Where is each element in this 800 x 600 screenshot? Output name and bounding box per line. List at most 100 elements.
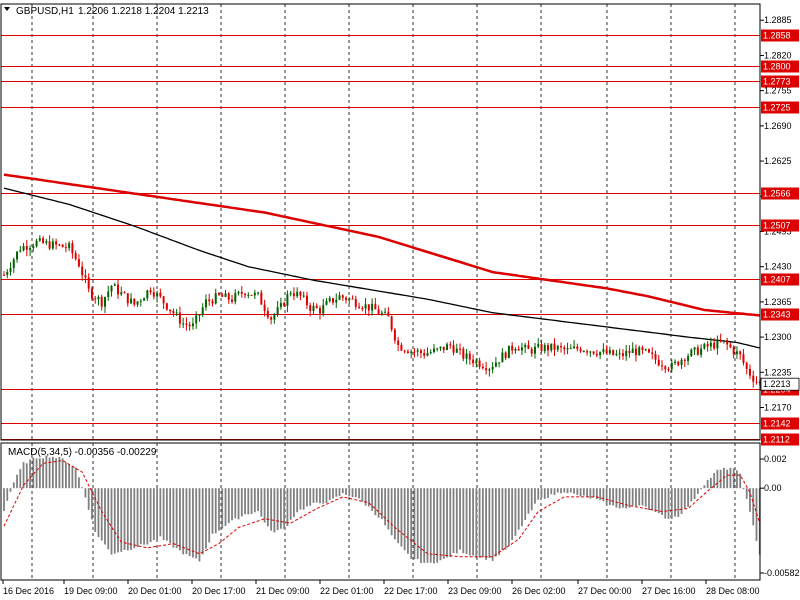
candle-body <box>45 241 48 243</box>
macd-bar <box>312 488 315 503</box>
price-axis: 1.28851.28201.27551.26901.26251.25601.24… <box>760 15 792 413</box>
candle-body <box>641 347 644 350</box>
macd-bar <box>618 488 621 509</box>
candle-body <box>651 352 654 355</box>
candle-body <box>270 317 273 320</box>
macd-bar <box>237 488 240 520</box>
macd-bar <box>602 488 605 502</box>
candle-body <box>582 351 585 353</box>
macd-bar <box>211 488 214 534</box>
x-tick-label: 20 Dec 01:00 <box>128 586 182 596</box>
candle-body <box>305 295 308 306</box>
macd-bar <box>94 488 97 532</box>
candle-body <box>133 298 136 305</box>
current-price-label: 1.2213 <box>763 379 791 389</box>
macd-bar <box>87 488 90 510</box>
level-label-box <box>761 308 799 321</box>
candle-body <box>309 305 312 311</box>
ohlc-readout: 1.2206 1.2218 1.2204 1.2213 <box>78 6 209 17</box>
macd-bar <box>126 488 129 551</box>
macd-bar <box>61 458 64 489</box>
macd-bar <box>286 488 289 526</box>
macd-bar <box>501 488 504 551</box>
macd-bar <box>384 488 387 526</box>
macd-bar <box>739 473 742 489</box>
candle-body <box>224 293 227 297</box>
macd-bar <box>556 488 559 493</box>
candle-body <box>191 323 194 327</box>
ma-line-0 <box>3 173 760 317</box>
macd-bar <box>289 488 292 520</box>
candle-body <box>237 291 240 294</box>
candle-body <box>103 297 106 307</box>
macd-bar <box>429 488 432 563</box>
chart-header: GBPUSD,H1 1.2206 1.2218 1.2204 1.2213 <box>4 6 209 17</box>
x-tick-label: 21 Dec 09:00 <box>256 586 310 596</box>
macd-bar <box>420 488 422 564</box>
macd-bar <box>560 488 562 494</box>
macd-bar <box>306 488 308 507</box>
macd-bar <box>348 488 351 497</box>
macd-bar <box>58 456 61 489</box>
candle-body <box>700 348 703 355</box>
macd-bar <box>19 469 22 489</box>
macd-bar <box>680 488 683 514</box>
candle-body <box>221 294 224 297</box>
candle-body <box>491 366 494 370</box>
macd-bar <box>726 469 729 489</box>
x-tick-label: 23 Dec 09:00 <box>448 586 502 596</box>
x-tick-label: 22 Dec 17:00 <box>384 586 438 596</box>
candle-body <box>276 307 279 315</box>
macd-bar <box>521 488 523 527</box>
level-label-box <box>761 219 799 232</box>
symbol-label: GBPUSD,H1 <box>16 6 74 17</box>
macd-bar <box>266 488 269 527</box>
macd-bar <box>514 488 517 536</box>
macd-indicator <box>3 455 761 564</box>
candle-body <box>58 244 61 246</box>
macd-bar <box>543 488 546 500</box>
macd-bar <box>208 488 211 543</box>
candle-body <box>410 351 413 354</box>
candle-body <box>618 353 621 355</box>
candle-body <box>390 316 393 330</box>
macd-bar <box>214 488 217 534</box>
candle-body <box>231 299 234 302</box>
candle-body <box>143 298 146 301</box>
candle-body <box>462 348 465 359</box>
macd-bar <box>201 488 204 555</box>
candle-body <box>576 346 579 349</box>
candle-body <box>55 241 58 245</box>
macd-bar <box>380 488 383 520</box>
candle-body <box>338 295 341 300</box>
macd-bar <box>338 488 341 497</box>
candle-body <box>426 353 429 356</box>
candle-body <box>87 277 90 289</box>
candle-body <box>29 248 32 250</box>
candle-body <box>146 290 149 299</box>
macd-bar <box>185 488 188 555</box>
macd-bar <box>491 488 494 561</box>
collapse-arrow-icon[interactable] <box>4 7 10 11</box>
candle-body <box>615 354 618 356</box>
candle-body <box>130 298 133 304</box>
macd-bar <box>599 488 602 501</box>
macd-bar <box>527 488 530 514</box>
candle-body <box>644 349 647 351</box>
macd-axis: 0.002 0.00 -0.00582 <box>760 454 800 578</box>
macd-bar <box>139 488 142 545</box>
macd-bar <box>540 488 543 498</box>
macd-bar <box>146 488 149 545</box>
candle-body <box>670 362 673 370</box>
candle-body <box>315 305 318 309</box>
candle-body <box>449 344 452 346</box>
candle-body <box>126 293 129 304</box>
candle-body <box>38 238 41 241</box>
candle-body <box>74 253 77 260</box>
moving-averages <box>3 173 760 349</box>
candle-body <box>592 351 595 354</box>
level-label: 1.2343 <box>763 310 791 320</box>
candle-body <box>25 246 28 250</box>
level-label: 1.2858 <box>763 31 791 41</box>
